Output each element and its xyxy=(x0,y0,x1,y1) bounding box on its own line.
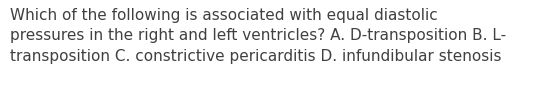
Text: Which of the following is associated with equal diastolic
pressures in the right: Which of the following is associated wit… xyxy=(10,8,506,64)
